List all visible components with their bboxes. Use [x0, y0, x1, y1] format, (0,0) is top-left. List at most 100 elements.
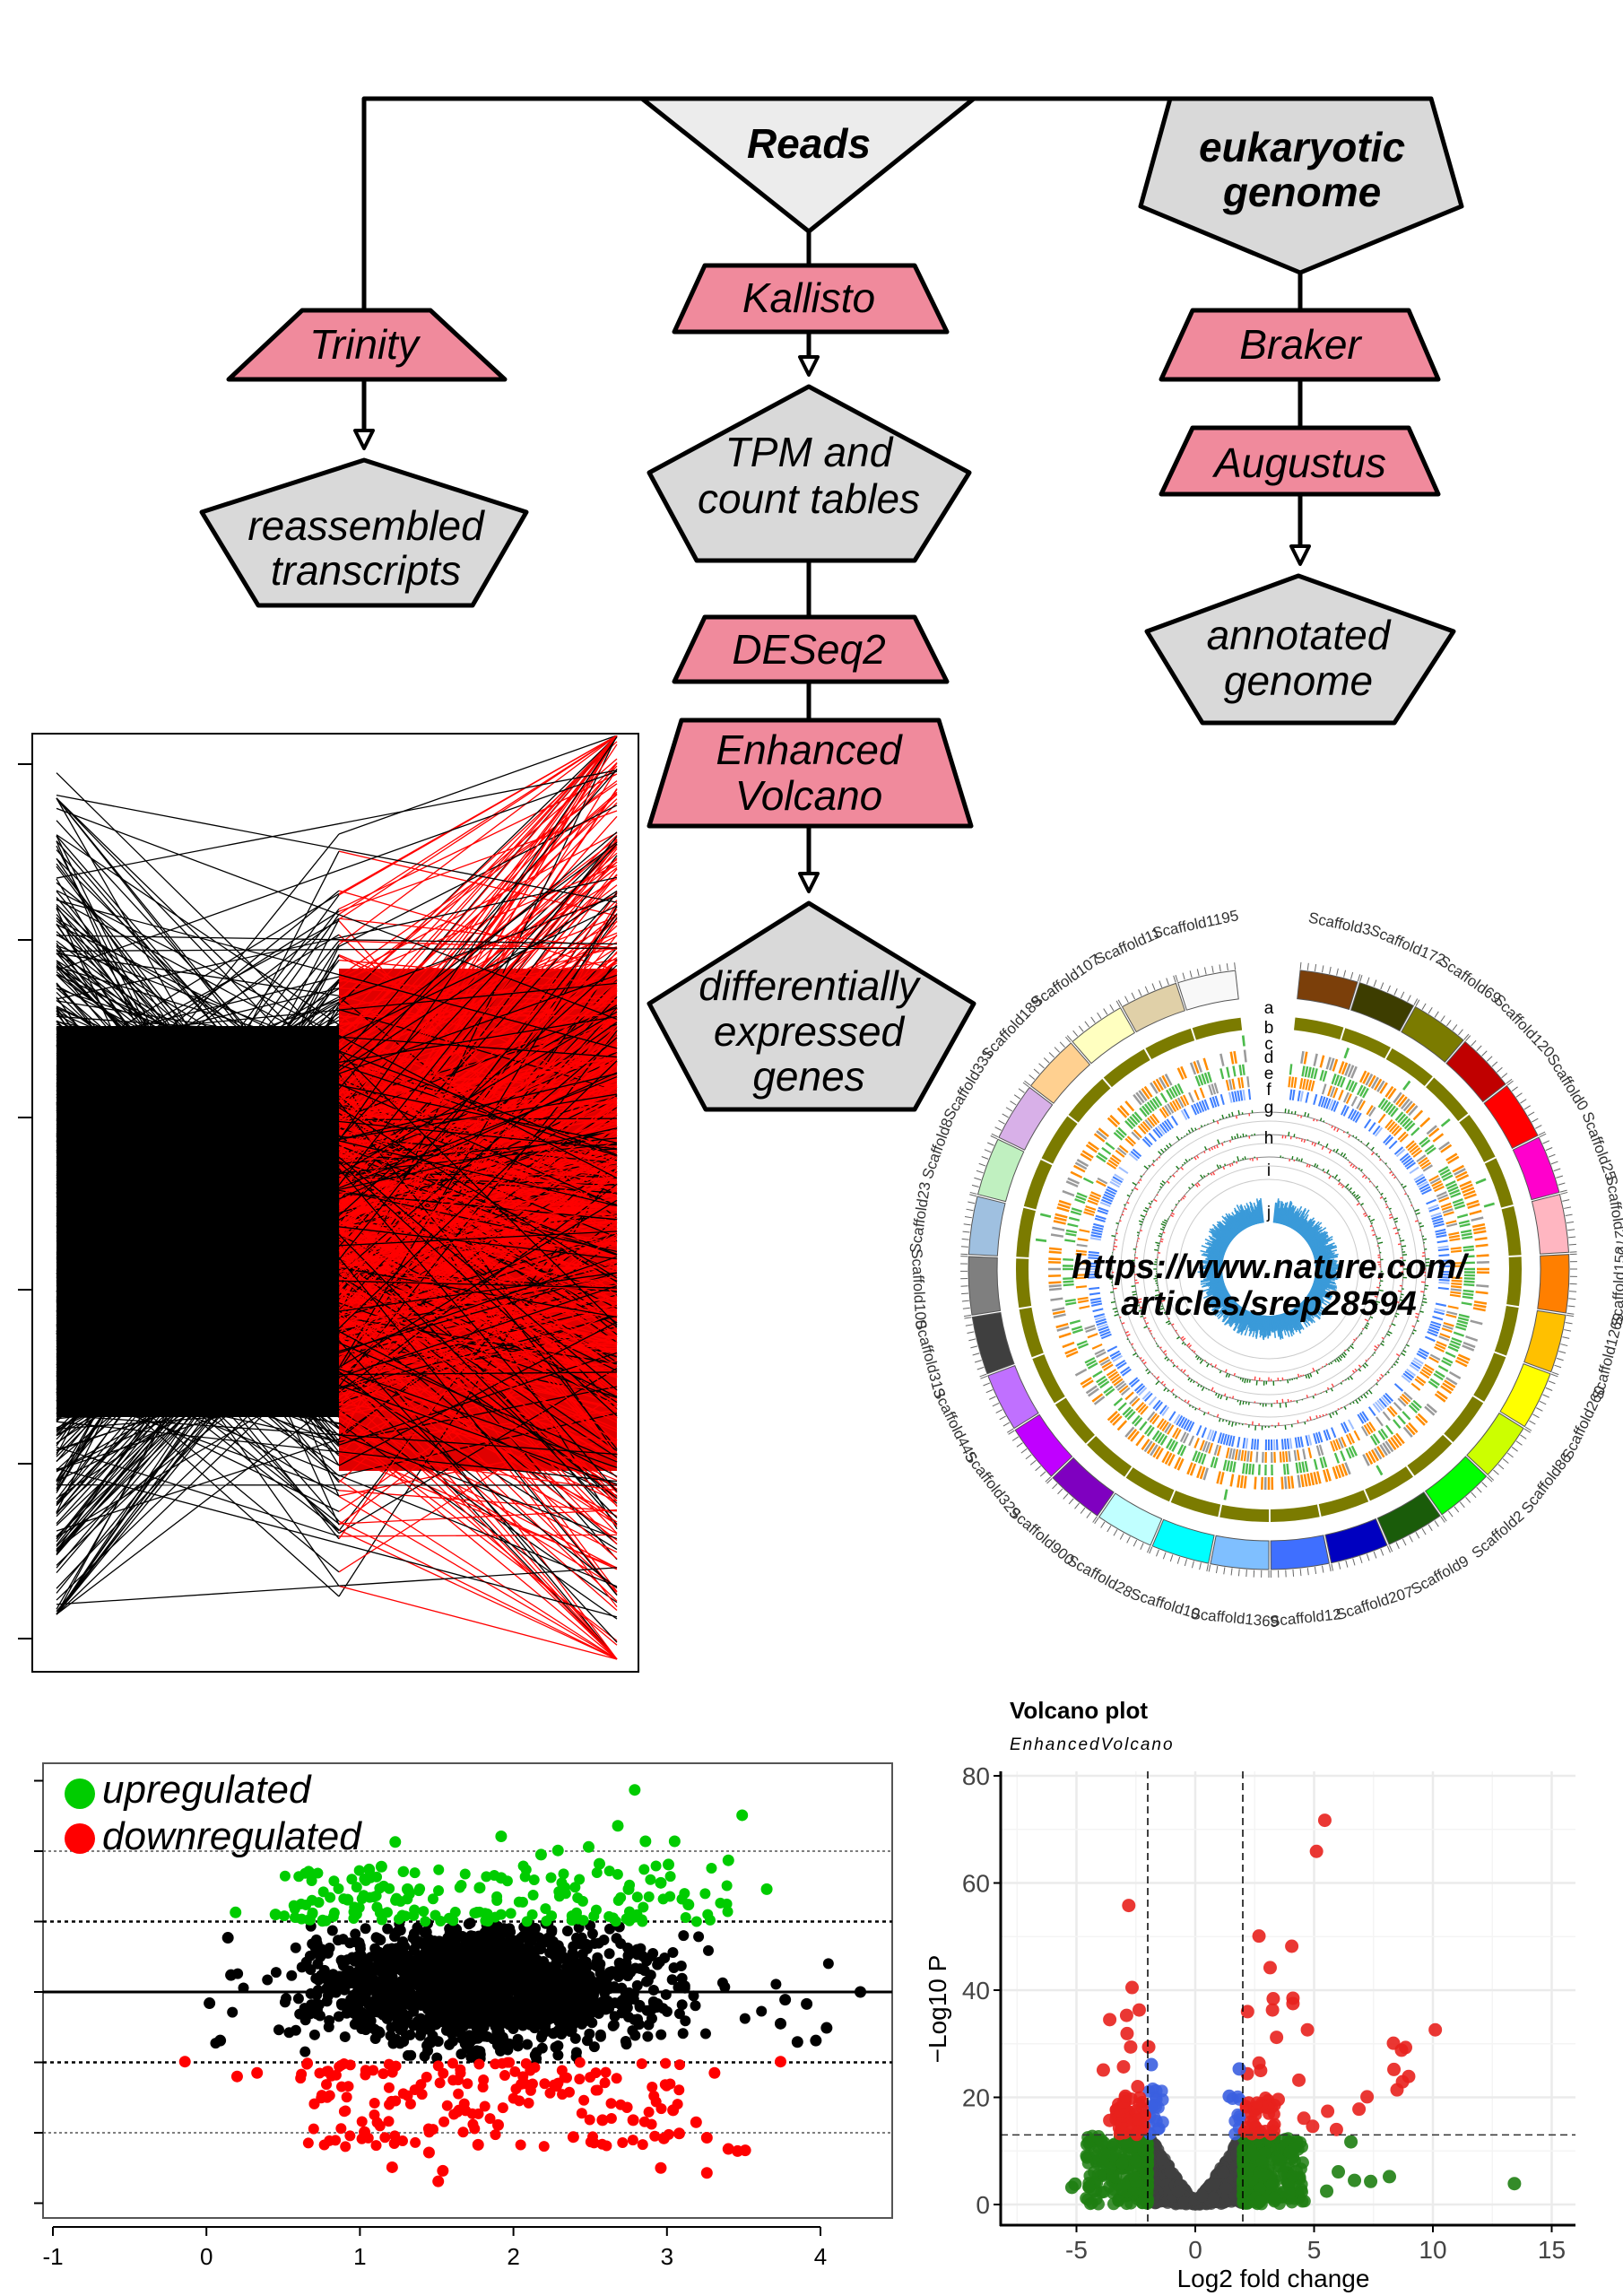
- point-not-significant: [688, 1990, 699, 2002]
- feature-band: [1350, 1096, 1358, 1107]
- track-bar: [1326, 1170, 1330, 1174]
- track-bar: [1185, 1158, 1188, 1162]
- track-bar: [1233, 1372, 1236, 1377]
- feature-band: [1370, 1448, 1379, 1462]
- kb-tick: [1538, 1131, 1546, 1136]
- feature-band: [1313, 1458, 1318, 1470]
- feature-band: [1048, 1287, 1063, 1292]
- feature-band: [1317, 1431, 1324, 1443]
- kb-tick: [1226, 963, 1228, 971]
- track-bar: [1148, 1202, 1151, 1205]
- track-bar: [1186, 1374, 1190, 1377]
- feature-band: [1241, 1064, 1245, 1075]
- expression-line-full: [56, 905, 618, 1175]
- feature-band: [1445, 1220, 1457, 1225]
- feature-band: [1454, 1170, 1468, 1179]
- expression-line-right: [338, 920, 618, 1232]
- track-bar: [1139, 1356, 1142, 1360]
- kb-tick: [1230, 1568, 1233, 1576]
- expression-line-right: [338, 1048, 618, 1184]
- feature-band: [1260, 1476, 1263, 1490]
- track-bar: [1132, 1293, 1137, 1296]
- kb-tick: [1542, 1394, 1549, 1398]
- kb-tick: [1078, 1025, 1084, 1032]
- expression-lines: [56, 735, 618, 1660]
- track-bar: [1332, 1412, 1335, 1415]
- circos-url-line-1[interactable]: https://www.nature.com/: [1072, 1248, 1469, 1286]
- enhanced-volcano-label-2: Volcano: [735, 772, 883, 819]
- feature-band: [1155, 1078, 1164, 1091]
- track-bar: [1330, 1361, 1332, 1365]
- track-bar: [1198, 1407, 1201, 1411]
- feature-band: [1254, 1439, 1257, 1450]
- kb-tick: [1366, 977, 1370, 985]
- circos-url-line-2[interactable]: articles/srep28594: [1121, 1285, 1417, 1323]
- track-bar: [1298, 1159, 1300, 1161]
- feature-band: [1401, 1393, 1411, 1403]
- kb-tick: [1092, 1516, 1098, 1523]
- expression-line-left: [56, 1076, 340, 1194]
- feature-band: [1063, 1283, 1074, 1287]
- feature-band: [1309, 1472, 1315, 1486]
- expression-line-left: [56, 987, 340, 1152]
- feature-band: [1419, 1186, 1431, 1193]
- feature-band: [1438, 1273, 1450, 1276]
- feature-band: [1438, 1270, 1450, 1274]
- track-bar: [1380, 1373, 1384, 1378]
- feature-band: [1463, 1267, 1475, 1271]
- feature-band: [1116, 1147, 1127, 1156]
- kb-tick: [1024, 1080, 1031, 1086]
- kb-tick: [1350, 971, 1354, 979]
- feature-band: [1462, 1187, 1475, 1194]
- feature-band: [1449, 1293, 1462, 1298]
- scaffold-segment: [971, 1311, 1015, 1375]
- feature-band: [1085, 1205, 1097, 1211]
- feature-band: [1180, 1065, 1187, 1079]
- kb-tick: [1022, 1082, 1029, 1088]
- braker-label: Braker: [1239, 321, 1362, 368]
- point-not-significant: [756, 2005, 768, 2017]
- feature-band: [1330, 1440, 1336, 1452]
- point-not-significant: [677, 2028, 689, 2039]
- feature-band: [1098, 1356, 1109, 1364]
- feature-band: [1469, 1209, 1482, 1215]
- track-bar: [1284, 1424, 1287, 1431]
- kb-tick: [1454, 1506, 1460, 1513]
- reassembled-label-2: transcripts: [271, 547, 461, 594]
- track-bar: [1228, 1373, 1231, 1378]
- feature-band: [1211, 1083, 1217, 1095]
- feature-band: [1075, 1276, 1087, 1280]
- expression-line-full: [56, 772, 618, 1326]
- track-bar: [1156, 1244, 1159, 1247]
- track-bar: [1414, 1220, 1419, 1222]
- track-bar: [1356, 1196, 1361, 1200]
- track-bar: [1144, 1206, 1149, 1210]
- feature-band: [1290, 1475, 1295, 1489]
- feature-band: [1080, 1152, 1092, 1161]
- feature-band: [1143, 1103, 1153, 1114]
- feature-band: [1319, 1069, 1324, 1082]
- feature-band: [1201, 1100, 1207, 1111]
- feature-band: [1383, 1101, 1392, 1112]
- expression-line-left: [56, 1339, 340, 1418]
- track-bar: [1340, 1406, 1342, 1409]
- expression-line-right: [338, 1074, 618, 1220]
- feature-band: [1127, 1428, 1138, 1440]
- feature-band: [1111, 1352, 1122, 1360]
- feature-band: [1329, 1057, 1335, 1071]
- point-not-significant: [628, 1988, 639, 2000]
- feature-band: [1264, 1464, 1267, 1475]
- track-bar: [1343, 1406, 1347, 1410]
- feature-band: [1419, 1370, 1430, 1379]
- feature-band: [1319, 1055, 1325, 1068]
- track-bar: [1126, 1201, 1130, 1205]
- feature-band: [1275, 1439, 1279, 1450]
- feature-band: [1101, 1146, 1112, 1155]
- track-bar: [1164, 1356, 1167, 1360]
- feature-band: [1126, 1135, 1137, 1145]
- feature-band: [1459, 1180, 1472, 1187]
- feature-band: [1209, 1097, 1215, 1109]
- feature-band: [1397, 1414, 1407, 1425]
- feature-band: [1402, 1426, 1413, 1438]
- kb-tick: [1527, 1111, 1535, 1117]
